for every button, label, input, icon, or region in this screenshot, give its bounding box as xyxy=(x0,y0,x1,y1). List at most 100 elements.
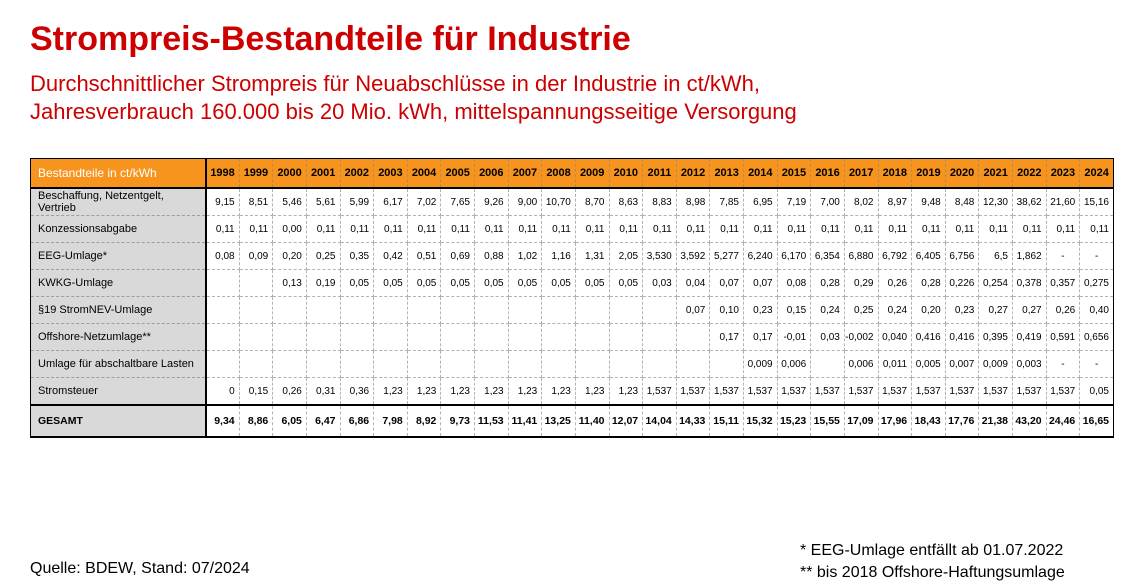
footnotes: * EEG-Umlage entfällt ab 01.07.2022 ** b… xyxy=(800,540,1065,584)
value-cell xyxy=(239,269,274,297)
value-cell: 0,11 xyxy=(575,215,610,243)
value-cell: 7,00 xyxy=(810,188,845,216)
value-cell: 0,254 xyxy=(978,269,1013,297)
value-cell: 0,006 xyxy=(844,350,879,378)
value-cell: 0,07 xyxy=(709,269,744,297)
footnote-offshore: ** bis 2018 Offshore-Haftungsumlage xyxy=(800,564,1065,581)
value-cell: 0,28 xyxy=(810,269,845,297)
value-cell: 1,23 xyxy=(407,377,442,406)
value-cell: 0,05 xyxy=(474,269,509,297)
row-label: Offshore-Netzumlage** xyxy=(30,323,207,351)
value-cell: 3,530 xyxy=(642,242,677,270)
year-header: 2020 xyxy=(945,158,980,189)
row-label: Beschaffung, Netzentgelt, Vertrieb xyxy=(30,188,207,216)
value-cell: 0,25 xyxy=(306,242,341,270)
value-cell: 9,73 xyxy=(440,404,475,437)
value-cell: 17,76 xyxy=(945,404,980,437)
table-row: Konzessionsabgabe 0,11 0,11 0,00 0,11 0,11 0,1… xyxy=(30,215,1114,243)
value-cell: 0,08 xyxy=(205,242,240,270)
value-cell xyxy=(407,323,442,351)
value-cell: 1,23 xyxy=(508,377,543,406)
value-cell: 11,40 xyxy=(575,404,610,437)
value-cell xyxy=(440,296,475,324)
value-cell: 0,11 xyxy=(911,215,946,243)
value-cell: 15,55 xyxy=(810,404,845,437)
value-cell: 0,11 xyxy=(407,215,442,243)
value-cell: 6,792 xyxy=(878,242,913,270)
row-label: EEG-Umlage* xyxy=(30,242,207,270)
value-cell: 1,23 xyxy=(474,377,509,406)
value-cell: 6,240 xyxy=(743,242,778,270)
value-cell: 0,11 xyxy=(945,215,980,243)
value-cell: 0,19 xyxy=(306,269,341,297)
value-cell: 0,05 xyxy=(609,269,644,297)
value-cell: 6,86 xyxy=(340,404,375,437)
value-cell: 1,31 xyxy=(575,242,610,270)
value-cell xyxy=(407,296,442,324)
value-cell: 0,416 xyxy=(945,323,980,351)
value-cell: 0,395 xyxy=(978,323,1013,351)
value-cell: 0,23 xyxy=(743,296,778,324)
value-cell: 0,006 xyxy=(777,350,812,378)
year-header: 2007 xyxy=(508,158,543,189)
table-row: Stromsteuer 0 0,15 0,26 0,31 0,36 1,23 1,23 1,23… xyxy=(30,377,1114,406)
value-cell: - xyxy=(1046,242,1081,270)
value-cell: 7,19 xyxy=(777,188,812,216)
value-cell: 7,98 xyxy=(373,404,408,437)
subtitle-line-2: Jahresverbrauch 160.000 bis 20 Mio. kWh,… xyxy=(30,99,797,124)
source-note: Quelle: BDEW, Stand: 07/2024 xyxy=(30,560,250,577)
value-cell xyxy=(541,350,576,378)
table-row: Umlage für abschaltbare Lasten 0,009 0,006… xyxy=(30,350,1114,378)
value-cell: 0,31 xyxy=(306,377,341,406)
value-cell: 0,11 xyxy=(1079,215,1114,243)
price-components-table: Bestandteile in ct/kWh 1998 1999 2000 2001 2… xyxy=(30,158,1114,438)
value-cell: 0,11 xyxy=(1012,215,1047,243)
value-cell: 5,277 xyxy=(709,242,744,270)
value-cell: 1,16 xyxy=(541,242,576,270)
value-cell: 1,537 xyxy=(777,377,812,406)
value-cell: 0,26 xyxy=(272,377,307,406)
value-cell: 6,405 xyxy=(911,242,946,270)
value-cell: -0,002 xyxy=(844,323,879,351)
value-cell: 8,51 xyxy=(239,188,274,216)
year-header: 2023 xyxy=(1046,158,1081,189)
value-cell xyxy=(340,323,375,351)
value-cell: 0,04 xyxy=(676,269,711,297)
value-cell xyxy=(205,296,240,324)
value-cell: 11,41 xyxy=(508,404,543,437)
value-cell: 1,537 xyxy=(642,377,677,406)
table-header-label: Bestandteile in ct/kWh xyxy=(30,158,207,189)
value-cell: 17,09 xyxy=(844,404,879,437)
value-cell xyxy=(440,350,475,378)
value-cell: 0,656 xyxy=(1079,323,1114,351)
value-cell xyxy=(205,323,240,351)
value-cell: 0,11 xyxy=(777,215,812,243)
value-cell: 0,011 xyxy=(878,350,913,378)
value-cell xyxy=(373,296,408,324)
value-cell xyxy=(541,323,576,351)
value-cell: 0,009 xyxy=(978,350,1013,378)
value-cell: 8,70 xyxy=(575,188,610,216)
value-cell xyxy=(609,323,644,351)
value-cell: 0,20 xyxy=(272,242,307,270)
value-cell: 0,11 xyxy=(340,215,375,243)
value-cell: 0,11 xyxy=(239,215,274,243)
value-cell: 21,38 xyxy=(978,404,1013,437)
year-header: 2021 xyxy=(978,158,1013,189)
value-cell: 9,48 xyxy=(911,188,946,216)
value-cell xyxy=(306,323,341,351)
value-cell: 24,46 xyxy=(1046,404,1081,437)
value-cell: 0,357 xyxy=(1046,269,1081,297)
value-cell xyxy=(642,323,677,351)
value-cell xyxy=(642,296,677,324)
value-cell: 0,15 xyxy=(777,296,812,324)
value-cell: 14,33 xyxy=(676,404,711,437)
value-cell: 0,11 xyxy=(642,215,677,243)
value-cell xyxy=(272,296,307,324)
value-cell: 12,30 xyxy=(978,188,1013,216)
year-header: 2011 xyxy=(642,158,677,189)
value-cell: 0,05 xyxy=(407,269,442,297)
value-cell xyxy=(541,296,576,324)
value-cell: 8,63 xyxy=(609,188,644,216)
value-cell: 0,11 xyxy=(676,215,711,243)
